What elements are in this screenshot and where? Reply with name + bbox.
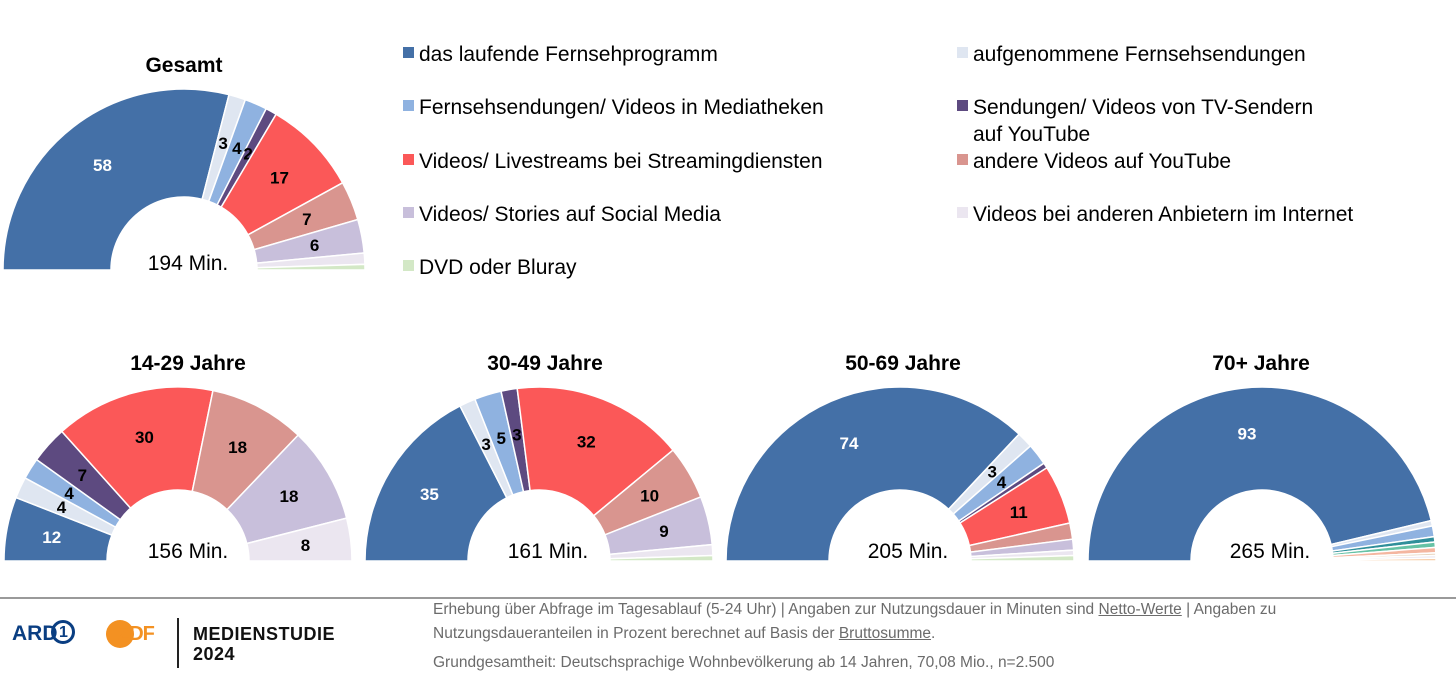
legend-label-other-youtube: andere Videos auf YouTube <box>973 150 1231 173</box>
data-label-30-49-5: 10 <box>640 487 659 506</box>
legend-swatch-other-youtube <box>957 154 968 165</box>
data-label-14-29-0: 12 <box>42 528 61 547</box>
data-label-30-49-1: 3 <box>481 435 490 454</box>
slice-50-69-0 <box>725 386 1021 562</box>
footnote-line-3: Grundgesamtheit: Deutschsprachige Wohnbe… <box>433 654 1055 671</box>
legend-label-live-tv: das laufende Fernsehprogramm <box>419 43 718 66</box>
legend-swatch-tv-youtube <box>957 100 968 111</box>
data-label-14-29-3: 7 <box>78 466 87 485</box>
data-label-gesamt-2: 4 <box>232 139 242 158</box>
data-label-gesamt-3: 2 <box>243 144 252 163</box>
bruttosumme-link[interactable]: Bruttosumme <box>838 625 932 642</box>
legend-swatch-dvd <box>403 260 414 271</box>
slice-14-29-7 <box>245 517 353 562</box>
chart-title-70plus: 70+ Jahre <box>1212 352 1310 375</box>
zdf-logo-text: ZDF <box>118 623 155 645</box>
slice-50-69-8 <box>970 554 1075 562</box>
legend-label-streaming: Videos/ Livestreams bei Streamingdienste… <box>419 150 823 173</box>
slice-gesamt-8 <box>256 263 366 271</box>
data-label-gesamt-0: 58 <box>93 156 112 175</box>
slice-30-49-0 <box>364 404 508 562</box>
chart-title-50-69: 50-69 Jahre <box>845 352 961 375</box>
data-label-14-29-5: 18 <box>228 438 247 457</box>
brand-title: MEDIENSTUDIE <box>193 624 336 644</box>
legend-label-other-providers: Videos bei anderen Anbietern im Internet <box>973 203 1353 226</box>
legend-swatch-live-tv <box>403 47 414 58</box>
legend-swatch-streaming <box>403 154 414 165</box>
chart-title-30-49: 30-49 Jahre <box>487 352 603 375</box>
center-label-70plus: 265 Min. <box>1230 540 1311 563</box>
netto-werte-link[interactable]: Netto-Werte <box>1098 601 1182 618</box>
center-label-14-29: 156 Min. <box>148 540 229 563</box>
footnote-1-text-a: Erhebung über Abfrage im Tagesablauf (5-… <box>433 601 1099 618</box>
data-label-50-69-1: 3 <box>988 463 997 482</box>
slice-30-49-4 <box>516 386 675 517</box>
slice-14-29-4 <box>60 386 214 510</box>
legend-swatch-recorded <box>957 47 968 58</box>
slice-30-49-8 <box>609 554 714 562</box>
data-label-14-29-6: 18 <box>279 487 298 506</box>
ard-one-digit: 1 <box>59 624 68 641</box>
legend-label-recorded: aufgenommene Fernsehsendungen <box>973 43 1306 66</box>
slice-70plus-8 <box>1332 557 1437 562</box>
data-label-14-29-2: 4 <box>64 484 74 503</box>
footer-divider <box>0 597 1456 599</box>
chart-title-gesamt: Gesamt <box>145 54 222 77</box>
footnote-2-text-b: . <box>931 625 936 642</box>
legend: das laufende Fernsehprogramm aufgenommen… <box>403 43 1353 279</box>
data-label-30-49-3: 3 <box>512 425 521 444</box>
logo-divider <box>177 618 179 668</box>
legend-swatch-mediatheken <box>403 100 414 111</box>
data-label-gesamt-5: 7 <box>302 210 311 229</box>
slice-gesamt-0 <box>2 88 230 271</box>
data-label-14-29-7: 8 <box>301 536 310 555</box>
data-label-30-49-2: 5 <box>496 429 505 448</box>
legend-label-dvd: DVD oder Bluray <box>419 256 577 279</box>
data-label-gesamt-4: 17 <box>270 168 289 187</box>
footnote-line-2: Nutzungsdaueranteilen in Prozent berechn… <box>433 622 935 646</box>
data-label-gesamt-6: 6 <box>310 236 319 255</box>
data-label-50-69-4: 11 <box>1010 503 1028 522</box>
legend-label-tv-youtube-line2: auf YouTube <box>973 123 1090 146</box>
data-label-14-29-1: 4 <box>57 498 67 517</box>
data-label-30-49-4: 32 <box>577 433 596 452</box>
footnote-2-text-a: Nutzungsdaueranteilen in Prozent berechn… <box>433 625 839 642</box>
center-label-50-69: 205 Min. <box>868 540 949 563</box>
zdf-logo-icon <box>106 620 134 648</box>
legend-swatch-other-providers <box>957 207 968 218</box>
data-label-30-49-6: 9 <box>659 522 668 541</box>
data-label-gesamt-1: 3 <box>218 134 227 153</box>
chart-title-14-29: 14-29 Jahre <box>130 352 246 375</box>
footnote-line-1: Erhebung über Abfrage im Tagesablauf (5-… <box>433 598 1276 622</box>
data-label-50-69-2: 4 <box>997 473 1007 492</box>
ard-logo-text: ARD <box>12 622 58 645</box>
data-label-30-49-0: 35 <box>420 485 439 504</box>
slice-70plus-0 <box>1087 386 1433 562</box>
center-label-gesamt: 194 Min. <box>148 252 229 275</box>
brand-year: 2024 <box>193 644 236 664</box>
legend-label-social: Videos/ Stories auf Social Media <box>419 203 721 226</box>
ard-one-logo-icon: 1 <box>51 620 75 644</box>
footnote-1-text-b: | Angaben zu <box>1181 601 1277 618</box>
legend-swatch-social <box>403 207 414 218</box>
center-label-30-49: 161 Min. <box>508 540 589 563</box>
data-label-14-29-4: 30 <box>135 428 154 447</box>
data-label-70plus-0: 93 <box>1238 424 1257 443</box>
data-label-50-69-0: 74 <box>840 434 859 453</box>
legend-label-mediatheken: Fernsehsendungen/ Videos in Mediatheken <box>419 96 824 119</box>
legend-label-tv-youtube-line1: Sendungen/ Videos von TV-Sendern <box>973 96 1313 119</box>
